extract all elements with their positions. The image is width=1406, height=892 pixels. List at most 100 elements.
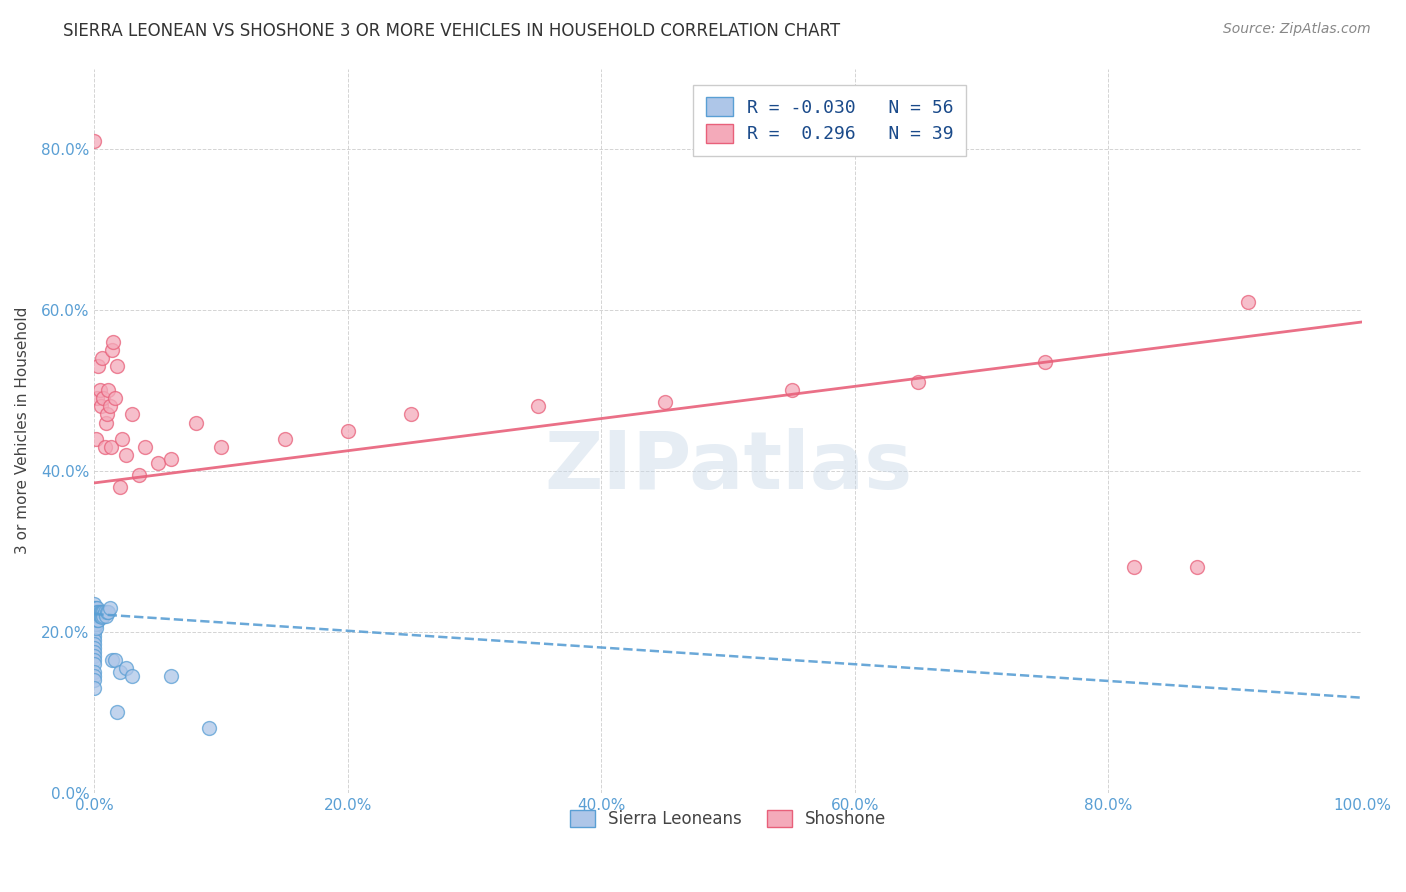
Point — [83, 600, 105, 615]
Point — [83, 608, 105, 623]
Point — [93, 605, 115, 619]
Point — [115, 448, 138, 462]
Point — [83, 648, 105, 663]
Text: Source: ZipAtlas.com: Source: ZipAtlas.com — [1223, 22, 1371, 37]
Point — [87, 608, 110, 623]
Point — [907, 376, 929, 390]
Point — [209, 440, 232, 454]
Point — [1033, 355, 1056, 369]
Point — [89, 608, 111, 623]
Point — [83, 640, 105, 655]
Point — [401, 408, 423, 422]
Legend: Sierra Leoneans, Shoshone: Sierra Leoneans, Shoshone — [564, 804, 893, 835]
Point — [93, 608, 115, 623]
Point — [84, 600, 107, 615]
Point — [83, 669, 105, 683]
Point — [1187, 560, 1209, 574]
Point — [83, 610, 105, 624]
Point — [84, 605, 107, 619]
Point — [83, 134, 105, 148]
Point — [90, 605, 112, 619]
Point — [103, 334, 125, 349]
Point — [87, 359, 110, 374]
Point — [91, 605, 114, 619]
Point — [86, 605, 108, 619]
Point — [84, 608, 107, 623]
Point — [90, 400, 112, 414]
Point — [101, 653, 124, 667]
Point — [84, 613, 107, 627]
Text: SIERRA LEONEAN VS SHOSHONE 3 OR MORE VEHICLES IN HOUSEHOLD CORRELATION CHART: SIERRA LEONEAN VS SHOSHONE 3 OR MORE VEH… — [63, 22, 841, 40]
Point — [83, 645, 105, 659]
Point — [84, 432, 107, 446]
Point — [90, 608, 112, 623]
Point — [105, 359, 128, 374]
Point — [104, 653, 127, 667]
Point — [111, 432, 134, 446]
Point — [83, 621, 105, 635]
Point — [1237, 294, 1260, 309]
Point — [83, 618, 105, 632]
Point — [83, 624, 105, 639]
Point — [91, 351, 114, 366]
Point — [104, 392, 127, 406]
Point — [146, 456, 169, 470]
Point — [83, 637, 105, 651]
Point — [83, 629, 105, 643]
Point — [273, 432, 295, 446]
Point — [96, 408, 118, 422]
Point — [94, 416, 117, 430]
Point — [115, 661, 138, 675]
Point — [93, 605, 115, 619]
Point — [83, 657, 105, 671]
Point — [83, 653, 105, 667]
Text: ZIPatlas: ZIPatlas — [544, 428, 912, 506]
Point — [94, 608, 117, 623]
Point — [83, 605, 105, 619]
Point — [89, 384, 111, 398]
Point — [83, 681, 105, 695]
Point — [84, 621, 107, 635]
Point — [159, 451, 181, 466]
Point — [101, 343, 124, 358]
Point — [527, 400, 550, 414]
Point — [184, 416, 207, 430]
Y-axis label: 3 or more Vehicles in Household: 3 or more Vehicles in Household — [15, 307, 30, 554]
Point — [336, 424, 359, 438]
Point — [121, 408, 143, 422]
Point — [105, 705, 128, 719]
Point — [159, 669, 181, 683]
Point — [96, 605, 118, 619]
Point — [93, 440, 115, 454]
Point — [108, 480, 131, 494]
Point — [93, 392, 115, 406]
Point — [134, 440, 156, 454]
Point — [197, 721, 219, 735]
Point — [83, 665, 105, 679]
Point — [83, 673, 105, 687]
Point — [121, 669, 143, 683]
Point — [83, 616, 105, 631]
Point — [128, 467, 150, 482]
Point — [83, 597, 105, 611]
Point — [98, 600, 121, 615]
Point — [83, 613, 105, 627]
Point — [86, 600, 108, 615]
Point — [86, 608, 108, 623]
Point — [84, 616, 107, 631]
Point — [86, 613, 108, 627]
Point — [100, 440, 122, 454]
Point — [87, 613, 110, 627]
Point — [780, 384, 803, 398]
Point — [108, 665, 131, 679]
Point — [654, 395, 676, 409]
Point — [86, 392, 108, 406]
Point — [87, 605, 110, 619]
Point — [83, 632, 105, 647]
Point — [98, 400, 121, 414]
Point — [91, 610, 114, 624]
Point — [89, 605, 111, 619]
Point — [97, 384, 120, 398]
Point — [97, 605, 120, 619]
Point — [1122, 560, 1144, 574]
